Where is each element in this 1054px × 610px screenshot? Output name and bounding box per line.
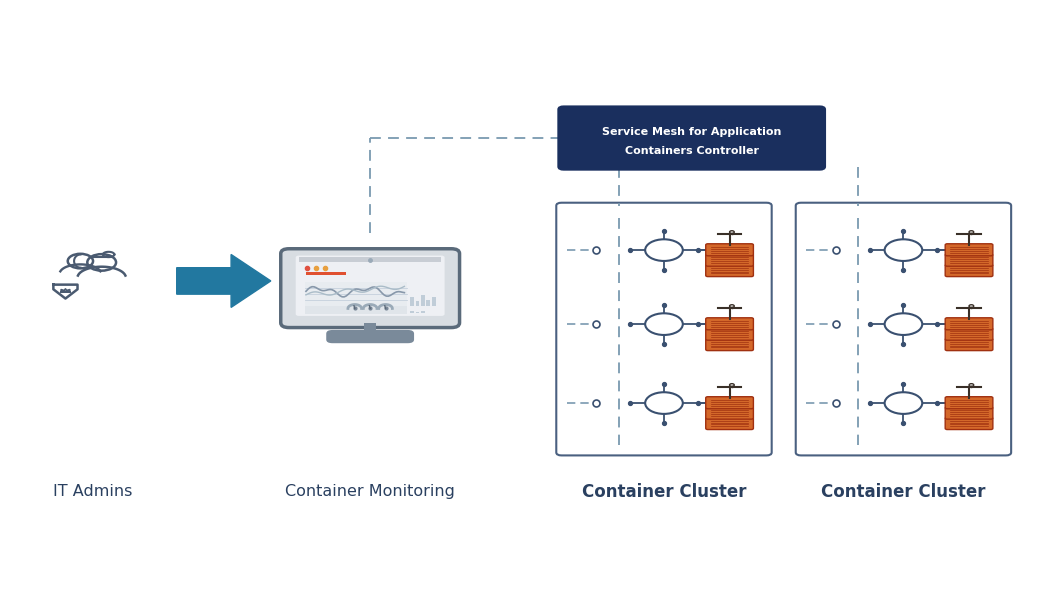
Text: Container Cluster: Container Cluster: [821, 483, 985, 501]
Bar: [415, 301, 419, 306]
Bar: [421, 311, 425, 313]
FancyBboxPatch shape: [945, 407, 993, 419]
FancyBboxPatch shape: [706, 265, 754, 276]
Bar: [410, 311, 414, 313]
FancyBboxPatch shape: [296, 256, 445, 316]
Bar: [305, 282, 407, 306]
Polygon shape: [177, 254, 271, 307]
FancyBboxPatch shape: [280, 249, 460, 328]
Circle shape: [884, 392, 922, 414]
Text: IT Admins: IT Admins: [54, 484, 133, 499]
FancyBboxPatch shape: [796, 203, 1011, 456]
Bar: [305, 306, 407, 314]
Bar: [432, 296, 435, 306]
FancyBboxPatch shape: [945, 396, 993, 409]
FancyBboxPatch shape: [559, 107, 825, 170]
Circle shape: [645, 392, 683, 414]
Bar: [427, 300, 430, 306]
Circle shape: [645, 314, 683, 335]
FancyBboxPatch shape: [706, 244, 754, 256]
Circle shape: [884, 239, 922, 261]
Circle shape: [884, 314, 922, 335]
FancyBboxPatch shape: [706, 328, 754, 340]
FancyBboxPatch shape: [945, 339, 993, 351]
FancyBboxPatch shape: [945, 244, 993, 256]
FancyBboxPatch shape: [706, 417, 754, 429]
FancyBboxPatch shape: [557, 203, 772, 456]
FancyBboxPatch shape: [706, 407, 754, 419]
FancyBboxPatch shape: [706, 339, 754, 351]
Bar: [306, 272, 346, 274]
Text: Containers Controller: Containers Controller: [625, 146, 759, 156]
Text: Service Mesh for Application: Service Mesh for Application: [602, 127, 781, 137]
FancyBboxPatch shape: [945, 265, 993, 276]
Circle shape: [645, 239, 683, 261]
FancyBboxPatch shape: [945, 417, 993, 429]
Bar: [421, 295, 425, 306]
Bar: [415, 312, 419, 313]
FancyBboxPatch shape: [945, 254, 993, 266]
Bar: [299, 257, 442, 262]
Text: Container Monitoring: Container Monitoring: [286, 484, 455, 499]
FancyBboxPatch shape: [706, 396, 754, 409]
Text: Container Cluster: Container Cluster: [582, 483, 746, 501]
FancyBboxPatch shape: [327, 330, 414, 343]
FancyBboxPatch shape: [706, 318, 754, 330]
FancyBboxPatch shape: [945, 328, 993, 340]
Bar: [364, 323, 376, 334]
Bar: [410, 297, 414, 306]
FancyBboxPatch shape: [945, 318, 993, 330]
FancyBboxPatch shape: [706, 254, 754, 266]
